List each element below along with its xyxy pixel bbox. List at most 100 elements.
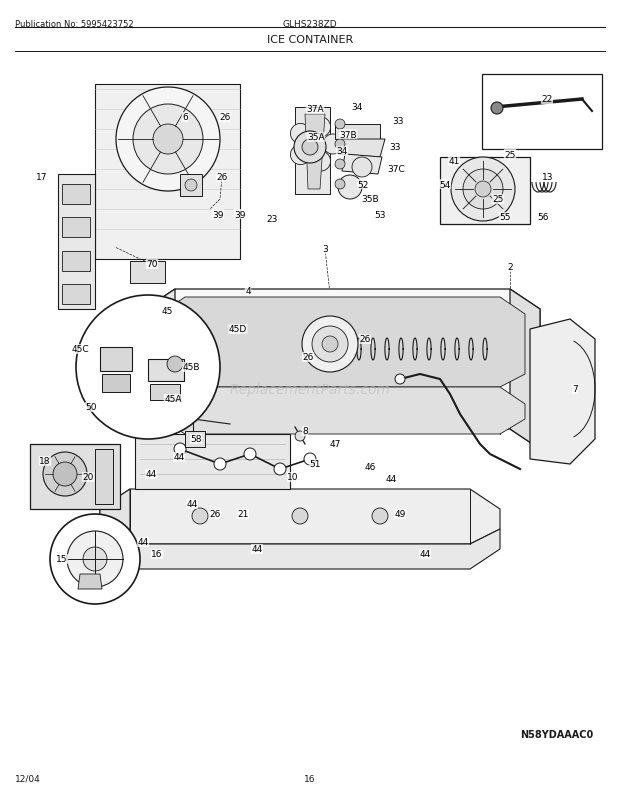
Text: 10: 10 (287, 473, 299, 482)
Text: Publication No: 5995423752: Publication No: 5995423752 (15, 20, 134, 29)
Circle shape (463, 170, 503, 210)
Circle shape (116, 88, 220, 192)
Bar (62, 184, 90, 205)
Circle shape (302, 317, 358, 373)
Text: 53: 53 (374, 210, 386, 219)
Polygon shape (160, 387, 525, 435)
Bar (102, 375, 130, 392)
Text: 37C: 37C (387, 165, 405, 174)
Text: 44: 44 (174, 453, 185, 462)
Circle shape (214, 459, 226, 471)
Text: 54: 54 (440, 180, 451, 189)
Text: 26: 26 (210, 510, 221, 519)
Circle shape (290, 124, 311, 144)
Text: 13: 13 (542, 173, 554, 182)
Text: 22: 22 (541, 95, 552, 104)
Text: ICE CONTAINER: ICE CONTAINER (267, 35, 353, 45)
Bar (95, 449, 113, 504)
Circle shape (76, 296, 220, 439)
Circle shape (335, 160, 345, 170)
Polygon shape (530, 320, 595, 464)
Text: 17: 17 (36, 173, 48, 182)
Text: 26: 26 (303, 353, 314, 362)
Circle shape (83, 547, 107, 571)
Text: 2: 2 (507, 263, 513, 272)
Text: N58YDAAAC0: N58YDAAAC0 (520, 729, 593, 739)
Polygon shape (95, 85, 240, 260)
Text: 3: 3 (322, 245, 328, 254)
Text: 45A: 45A (164, 395, 182, 404)
Circle shape (153, 125, 183, 155)
Polygon shape (100, 489, 500, 545)
Circle shape (43, 452, 87, 496)
Circle shape (244, 448, 256, 460)
Text: 21: 21 (237, 510, 249, 519)
Text: 20: 20 (82, 473, 94, 482)
Text: 45C: 45C (71, 345, 89, 354)
Circle shape (133, 105, 203, 175)
Circle shape (290, 145, 311, 165)
Text: 44: 44 (145, 470, 157, 479)
Text: 47: 47 (329, 440, 340, 449)
Circle shape (53, 463, 77, 486)
Bar (100, 347, 132, 371)
Text: GLHS238ZD: GLHS238ZD (283, 20, 337, 29)
Circle shape (167, 357, 183, 373)
Text: 35A: 35A (307, 133, 325, 142)
Text: 34: 34 (336, 148, 348, 156)
Text: 8: 8 (302, 427, 308, 436)
Bar (62, 252, 90, 272)
Text: 16: 16 (151, 550, 162, 559)
Circle shape (352, 158, 372, 178)
Text: 55: 55 (499, 213, 511, 222)
Text: 56: 56 (538, 213, 549, 222)
Circle shape (295, 431, 305, 441)
Circle shape (312, 326, 348, 363)
Circle shape (67, 532, 123, 587)
Bar (482, 75, 602, 150)
Text: ReplacementParts.com: ReplacementParts.com (229, 383, 391, 396)
Text: 6: 6 (182, 113, 188, 123)
Bar (62, 285, 90, 305)
Circle shape (274, 464, 286, 476)
Text: 25: 25 (492, 195, 503, 205)
Polygon shape (145, 290, 540, 395)
Polygon shape (185, 431, 205, 448)
Text: 16: 16 (304, 774, 316, 783)
Polygon shape (58, 175, 95, 310)
Polygon shape (175, 379, 540, 449)
Text: 26: 26 (216, 173, 228, 182)
Polygon shape (338, 140, 385, 158)
Text: 52: 52 (357, 180, 369, 189)
Text: 23: 23 (267, 215, 278, 225)
Text: 44: 44 (251, 545, 263, 554)
Text: 70: 70 (146, 260, 157, 269)
Circle shape (335, 140, 345, 150)
Polygon shape (100, 489, 130, 589)
Polygon shape (295, 107, 330, 195)
Polygon shape (510, 290, 540, 449)
Text: 26: 26 (360, 335, 371, 344)
Text: 4: 4 (245, 287, 251, 296)
Text: 37B: 37B (339, 131, 357, 140)
Text: 37A: 37A (306, 105, 324, 115)
Circle shape (311, 118, 330, 138)
Circle shape (451, 158, 515, 221)
Text: 46: 46 (365, 463, 376, 472)
Circle shape (338, 176, 362, 200)
Circle shape (323, 135, 343, 155)
Circle shape (335, 180, 345, 190)
Text: 41: 41 (448, 157, 459, 166)
Polygon shape (135, 435, 290, 489)
Text: 44: 44 (187, 500, 198, 508)
Circle shape (475, 182, 491, 198)
Text: 35B: 35B (361, 195, 379, 205)
Polygon shape (130, 529, 500, 569)
Text: 7: 7 (572, 385, 578, 394)
Circle shape (292, 508, 308, 525)
Circle shape (491, 103, 503, 115)
Circle shape (372, 508, 388, 525)
Text: 39: 39 (234, 210, 246, 219)
Circle shape (304, 453, 316, 465)
Text: 49: 49 (394, 510, 405, 519)
